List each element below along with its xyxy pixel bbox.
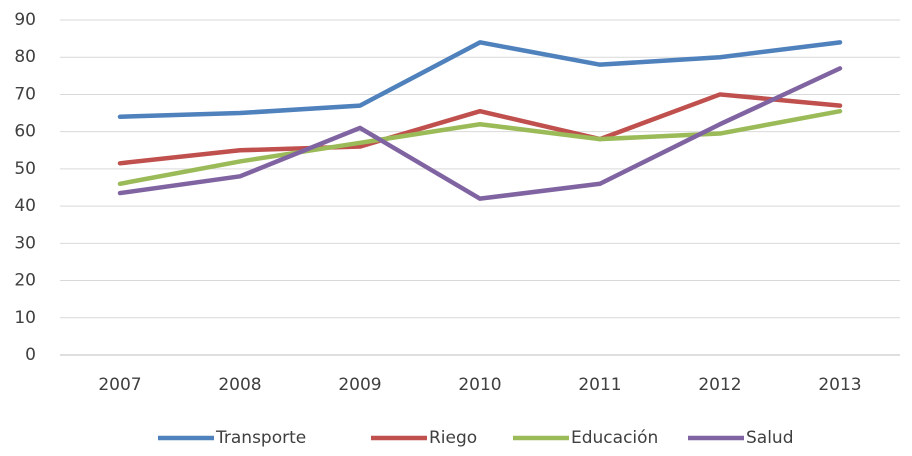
legend-label: Transporte [215, 428, 306, 448]
y-tick-label: 50 [14, 159, 36, 179]
x-tick-label: 2007 [98, 375, 141, 395]
line-series [117, 66, 843, 201]
x-tick-label: 2009 [338, 375, 381, 395]
y-tick-label: 70 [14, 84, 36, 104]
x-tick-label: 2011 [578, 375, 621, 395]
y-tick-label: 40 [14, 196, 36, 216]
line-series [117, 108, 843, 187]
legend-label: Riego [429, 428, 477, 448]
y-tick-label: 20 [14, 271, 36, 291]
y-tick-label: 80 [14, 47, 36, 67]
y-tick-label: 90 [14, 10, 36, 30]
x-tick-label: 2008 [218, 375, 261, 395]
x-tick-label: 2012 [698, 375, 741, 395]
y-tick-label: 60 [14, 122, 36, 142]
y-tick-label: 10 [14, 308, 36, 328]
legend-label: Salud [746, 428, 794, 448]
y-tick-label: 0 [25, 345, 36, 365]
line-series [117, 40, 843, 120]
legend-label: Educación [571, 428, 658, 448]
y-tick-label: 30 [14, 233, 36, 253]
x-tick-label: 2013 [818, 375, 861, 395]
line-series [117, 92, 843, 166]
x-tick-label: 2010 [458, 375, 501, 395]
